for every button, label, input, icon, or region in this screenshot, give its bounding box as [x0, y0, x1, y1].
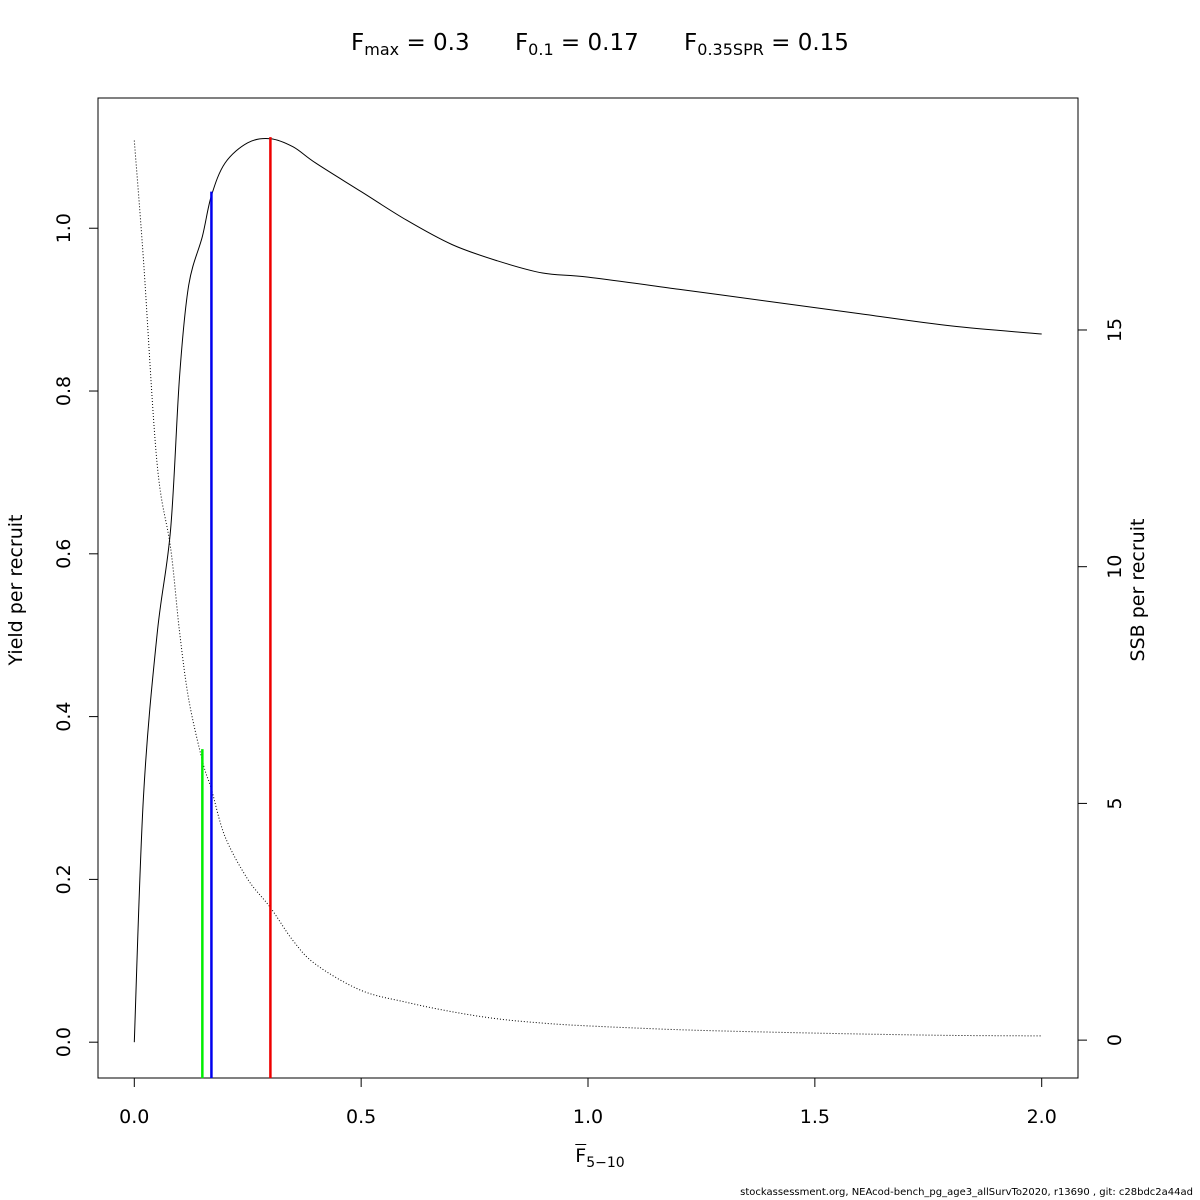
- title-fmax: Fmax = 0.3: [351, 30, 470, 59]
- footer-credit: stockassessment.org, NEAcod-bench_pg_age…: [740, 1187, 1193, 1198]
- y-left-tick-label: 0.4: [53, 701, 75, 731]
- x-tick-label: 0.5: [346, 1106, 376, 1128]
- title-f01: F0.1 = 0.17: [514, 30, 639, 59]
- y-left-tick-label: 1.0: [53, 213, 75, 243]
- title-f035spr: F0.35SPR = 0.15: [684, 30, 849, 59]
- y-left-tick-label: 0.0: [53, 1027, 75, 1057]
- x-tick-label: 2.0: [1027, 1106, 1057, 1128]
- y-left-tick-label: 0.2: [53, 864, 75, 894]
- y-right-tick-label: 0: [1104, 1034, 1126, 1046]
- y-right-tick-label: 10: [1104, 555, 1126, 579]
- x-tick-label: 0.0: [119, 1106, 149, 1128]
- chart-title: Fmax = 0.3 F0.1 = 0.17 F0.35SPR = 0.15: [0, 30, 1200, 59]
- y-left-tick-label: 0.8: [53, 376, 75, 406]
- y-axis-right-label: SSB per recruit: [1127, 518, 1149, 662]
- x-axis-label: F5−10: [575, 1145, 625, 1171]
- plot-frame: [97, 97, 1079, 1079]
- ypr-curve: [133, 137, 1042, 1043]
- sspr-curve: [133, 140, 1042, 1037]
- y-right-tick-label: 5: [1104, 797, 1126, 809]
- x-tick-label: 1.5: [800, 1106, 830, 1128]
- y-right-tick-label: 15: [1104, 318, 1126, 342]
- y-left-tick-label: 0.6: [53, 539, 75, 569]
- x-tick-label: 1.0: [573, 1106, 603, 1128]
- y-axis-left-label: Yield per recruit: [5, 514, 27, 666]
